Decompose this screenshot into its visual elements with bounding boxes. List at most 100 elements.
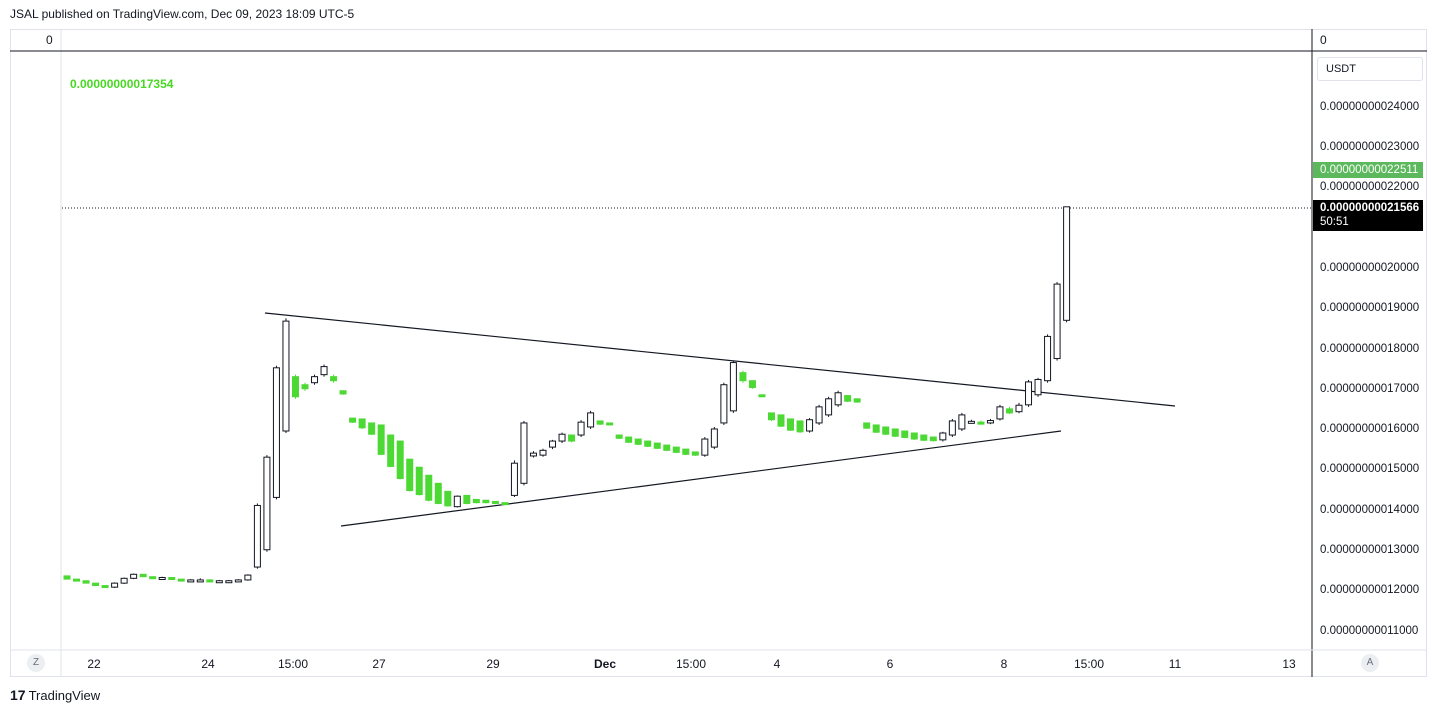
candle-down: [872, 424, 880, 433]
candle-down: [748, 380, 756, 389]
candle-up: [939, 432, 947, 441]
price-tick: 0.00000000022000: [1320, 181, 1420, 193]
candle-up: [1063, 206, 1071, 321]
candle-up: [967, 420, 975, 424]
currency-selector[interactable]: USDT: [1317, 57, 1423, 81]
time-tick: 27: [372, 657, 386, 671]
candle-up: [130, 573, 138, 579]
candle-up: [111, 582, 119, 588]
candle-down: [767, 412, 775, 421]
candle-down: [615, 434, 623, 439]
candle-up: [225, 580, 233, 584]
candle-up: [996, 406, 1004, 420]
candle-down: [644, 440, 652, 447]
left-scale-top-value: 0: [46, 33, 53, 47]
candle-down: [929, 436, 937, 442]
price-tick: 0.00000000015000: [1320, 463, 1420, 475]
candle-down: [568, 434, 576, 442]
candle-up: [215, 580, 223, 584]
candle-down: [63, 575, 71, 580]
candle-down: [606, 422, 614, 426]
price-tick: 0.00000000013000: [1320, 544, 1420, 556]
candle-down: [853, 398, 861, 403]
candle-up: [529, 452, 537, 457]
candle-down: [177, 578, 185, 582]
candle-down: [920, 434, 928, 441]
candle-down: [663, 444, 671, 451]
candle-down: [682, 448, 690, 455]
candle-up: [948, 420, 956, 436]
candle-down: [434, 482, 442, 504]
candle-up: [958, 414, 966, 430]
auto-scale-button[interactable]: A: [1361, 654, 1379, 672]
candle-up: [710, 428, 718, 448]
candle-down: [625, 436, 633, 443]
candle-down: [863, 422, 871, 429]
candle-down: [672, 446, 680, 453]
candle-up: [320, 366, 328, 376]
tradingview-logo-icon: 17: [10, 687, 26, 703]
candle-down: [653, 442, 661, 449]
price-tick: 0.00000000016000: [1320, 423, 1420, 435]
price-tick: 0.00000000012000: [1320, 584, 1420, 596]
candle-down: [977, 421, 985, 425]
candle-up: [701, 438, 709, 456]
candle-up: [825, 398, 833, 416]
candle-up: [196, 579, 204, 583]
price-tick: 0.00000000024000: [1320, 101, 1420, 113]
candle-up: [282, 320, 290, 432]
candle-down: [882, 426, 890, 435]
candle-up: [263, 456, 271, 551]
candle-down: [92, 582, 100, 587]
candle-down: [739, 372, 747, 382]
candle-down: [425, 474, 433, 501]
candle-down: [1005, 408, 1013, 414]
candle-down: [472, 498, 480, 504]
candle-up: [520, 422, 528, 484]
time-tick: 4: [773, 657, 781, 671]
published-caption: JSAL published on TradingView.com, Dec 0…: [10, 7, 355, 21]
chart-borders: [10, 29, 1427, 677]
auto-scale-left-button[interactable]: Z: [27, 654, 45, 672]
candle-up: [986, 420, 994, 424]
candle-down: [168, 577, 176, 581]
time-tick: 15:00: [277, 657, 309, 671]
candle-down: [844, 395, 852, 402]
candle-down: [463, 494, 471, 504]
candle-down: [291, 376, 299, 398]
candle-up: [539, 449, 547, 456]
time-tick: Dec: [593, 657, 617, 671]
candle-up: [806, 419, 814, 432]
candle-down: [491, 500, 499, 504]
lower-trendline: [340, 430, 1062, 527]
time-tick: 24: [201, 657, 215, 671]
candle-down: [901, 430, 909, 438]
candle-down: [691, 451, 699, 456]
tradingview-logo-text: TradingView: [28, 688, 101, 703]
candle-down: [796, 420, 804, 433]
candle-up: [549, 440, 557, 448]
price-tick: 0.00000000017000: [1320, 383, 1420, 395]
candle-down: [139, 573, 147, 578]
candle-down: [387, 434, 395, 467]
candle-down: [634, 438, 642, 445]
candle-down: [206, 579, 214, 583]
time-tick: 11: [1168, 657, 1182, 671]
indicator-value: 0.00000000017354: [70, 77, 174, 91]
candle-up: [1034, 378, 1042, 396]
candle-down: [368, 422, 376, 435]
right-scale-top-value: 0: [1320, 33, 1327, 47]
price-tick: 0.00000000018000: [1320, 343, 1420, 355]
last-price-value: 0.00000000021566: [1320, 202, 1420, 214]
candle-up: [729, 362, 737, 412]
candle-down: [501, 502, 509, 506]
candle-down: [596, 420, 604, 425]
candle-down: [149, 576, 157, 580]
candle-down: [101, 585, 109, 589]
candle-up: [577, 421, 585, 436]
price-tick: 0.00000000014000: [1320, 504, 1420, 516]
tradingview-logo: 17 TradingView: [10, 687, 100, 703]
candle-up: [587, 412, 595, 428]
last-price-label: 0.00000000021566 50:51: [1313, 200, 1423, 231]
